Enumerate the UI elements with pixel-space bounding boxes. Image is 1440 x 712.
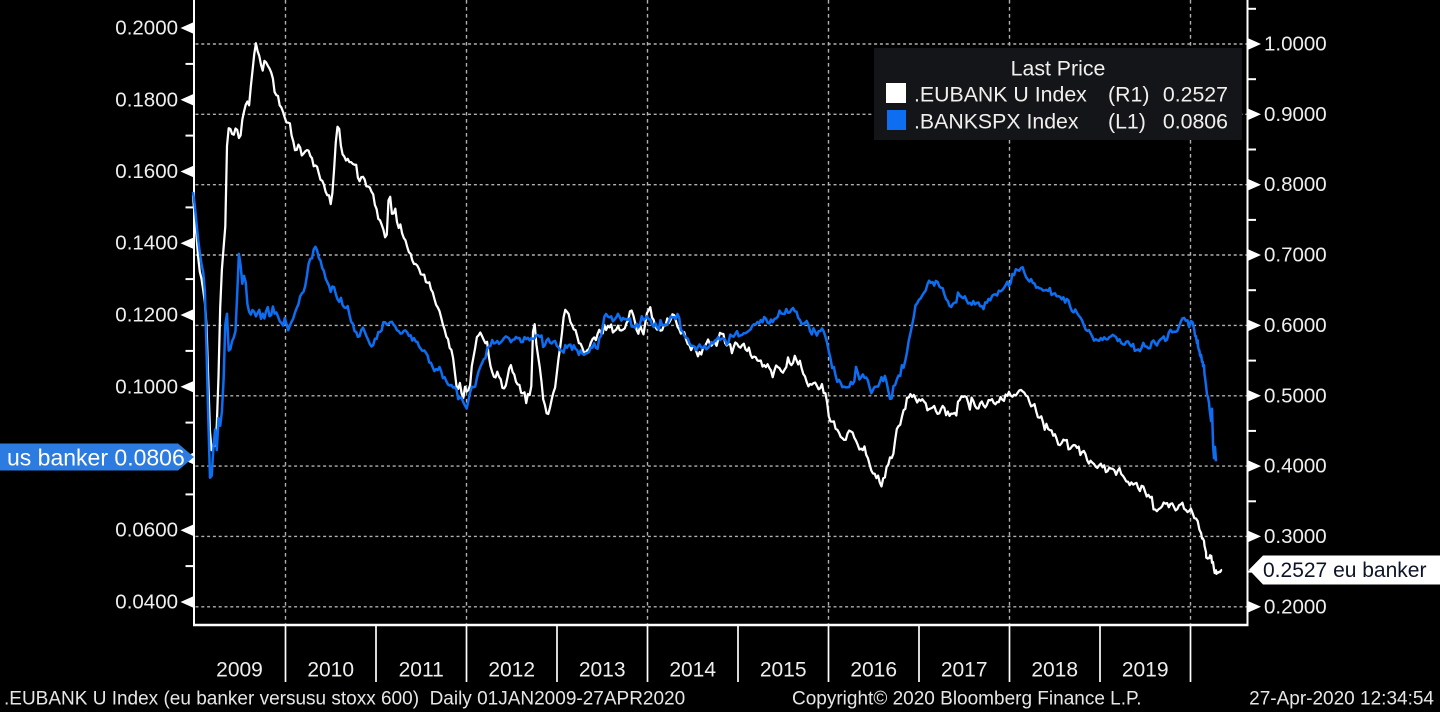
svg-text:2017: 2017 (941, 659, 988, 682)
svg-text:0.7000: 0.7000 (1264, 244, 1327, 267)
svg-text:0.3000: 0.3000 (1264, 525, 1327, 548)
svg-text:2012: 2012 (488, 659, 535, 682)
svg-text:0.9000: 0.9000 (1264, 103, 1327, 126)
svg-text:0.8000: 0.8000 (1264, 173, 1327, 196)
svg-text:2009: 2009 (216, 659, 263, 682)
svg-text:0.2527: 0.2527 (1163, 83, 1228, 107)
svg-text:2019: 2019 (1122, 659, 1169, 682)
svg-text:0.5000: 0.5000 (1264, 384, 1327, 407)
svg-text:0.1600: 0.1600 (115, 160, 178, 183)
svg-text:0.1800: 0.1800 (115, 88, 178, 111)
svg-text:Copyright© 2020 Bloomberg Fina: Copyright© 2020 Bloomberg Finance L.P. (792, 689, 1142, 710)
svg-text:0.0806: 0.0806 (1163, 110, 1228, 134)
svg-text:(R1): (R1) (1108, 83, 1149, 107)
svg-text:2015: 2015 (760, 659, 807, 682)
svg-text:0.1000: 0.1000 (115, 375, 178, 398)
svg-text:0.2000: 0.2000 (115, 17, 178, 40)
svg-text:.EUBANK U Index (eu banker ver: .EUBANK U Index (eu banker versusu stoxx… (4, 689, 685, 710)
svg-text:2011: 2011 (399, 659, 444, 682)
svg-text:2018: 2018 (1031, 659, 1078, 682)
svg-text:0.0400: 0.0400 (115, 591, 178, 614)
svg-text:Last Price: Last Price (1011, 57, 1106, 81)
svg-text:us banker 0.0806: us banker 0.0806 (7, 445, 185, 471)
svg-text:0.0600: 0.0600 (115, 519, 178, 542)
svg-text:0.1200: 0.1200 (115, 304, 178, 327)
svg-text:0.2000: 0.2000 (1264, 595, 1327, 618)
svg-text:(L1): (L1) (1108, 110, 1146, 134)
svg-text:2014: 2014 (669, 659, 716, 682)
svg-text:2013: 2013 (579, 659, 626, 682)
svg-text:0.6000: 0.6000 (1264, 314, 1327, 337)
svg-text:0.1400: 0.1400 (115, 232, 178, 255)
svg-text:.BANKSPX Index: .BANKSPX Index (914, 110, 1079, 134)
svg-text:27-Apr-2020 12:34:54: 27-Apr-2020 12:34:54 (1249, 689, 1434, 710)
svg-text:.EUBANK U Index: .EUBANK U Index (914, 83, 1087, 107)
svg-text:0.2527 eu banker: 0.2527 eu banker (1263, 559, 1426, 582)
svg-text:1.0000: 1.0000 (1264, 33, 1327, 56)
svg-text:2010: 2010 (307, 659, 354, 682)
svg-text:2016: 2016 (850, 659, 897, 682)
svg-text:0.4000: 0.4000 (1264, 455, 1327, 478)
